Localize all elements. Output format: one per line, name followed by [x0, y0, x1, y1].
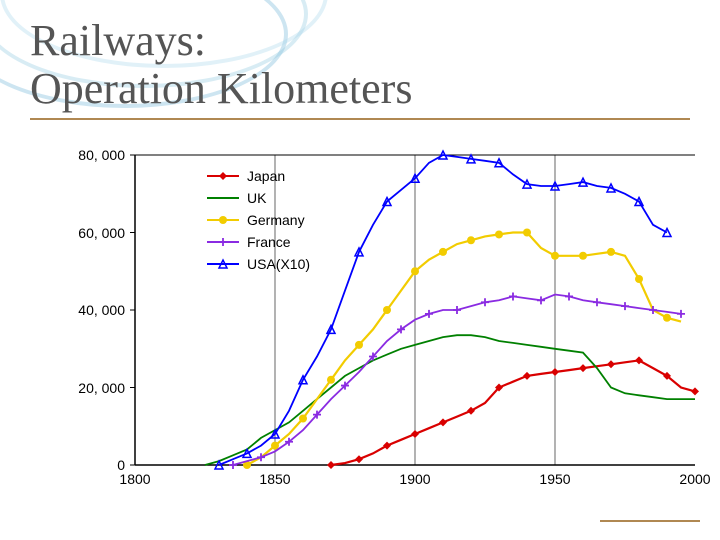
legend-label: USA(X10)	[247, 256, 310, 272]
legend-swatch	[205, 191, 241, 205]
y-tick-label: 0	[60, 457, 125, 473]
x-tick-label: 1800	[119, 471, 150, 487]
legend-item: France	[205, 231, 310, 253]
legend-item: UK	[205, 187, 310, 209]
legend-label: France	[247, 234, 291, 250]
legend-item: Japan	[205, 165, 310, 187]
legend-swatch	[205, 235, 241, 249]
x-tick-label: 1850	[259, 471, 290, 487]
x-tick-label: 1950	[539, 471, 570, 487]
y-tick-label: 40, 000	[60, 302, 125, 318]
y-tick-label: 20, 000	[60, 380, 125, 396]
legend-label: UK	[247, 190, 266, 206]
legend-item: Germany	[205, 209, 310, 231]
chart-legend: Japan UK Germany France USA(X10)	[205, 165, 310, 275]
legend-swatch	[205, 169, 241, 183]
legend-swatch	[205, 213, 241, 227]
legend-item: USA(X10)	[205, 253, 310, 275]
x-tick-label: 1900	[399, 471, 430, 487]
legend-label: Japan	[247, 168, 285, 184]
y-tick-label: 80, 000	[60, 147, 125, 163]
x-tick-label: 2000	[679, 471, 710, 487]
y-tick-label: 60, 000	[60, 225, 125, 241]
legend-label: Germany	[247, 212, 305, 228]
legend-swatch	[205, 257, 241, 271]
